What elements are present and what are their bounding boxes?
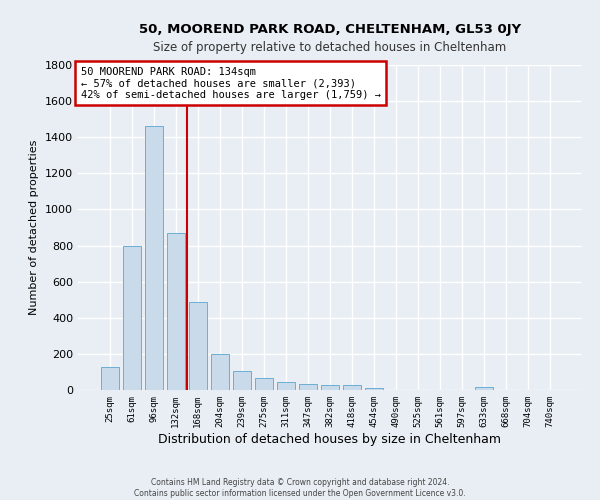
- Bar: [211, 354, 229, 390]
- Bar: [145, 126, 163, 390]
- Bar: [299, 384, 317, 390]
- Bar: [189, 302, 206, 390]
- Bar: [233, 371, 251, 390]
- Y-axis label: Number of detached properties: Number of detached properties: [29, 140, 40, 315]
- Bar: [123, 246, 140, 390]
- Bar: [101, 366, 119, 390]
- Text: 50, MOOREND PARK ROAD, CHELTENHAM, GL53 0JY: 50, MOOREND PARK ROAD, CHELTENHAM, GL53 …: [139, 22, 521, 36]
- Text: Size of property relative to detached houses in Cheltenham: Size of property relative to detached ho…: [154, 41, 506, 54]
- Bar: [277, 382, 295, 390]
- Bar: [475, 388, 493, 390]
- Bar: [343, 386, 361, 390]
- Text: Contains HM Land Registry data © Crown copyright and database right 2024.
Contai: Contains HM Land Registry data © Crown c…: [134, 478, 466, 498]
- X-axis label: Distribution of detached houses by size in Cheltenham: Distribution of detached houses by size …: [158, 432, 502, 446]
- Bar: [167, 233, 185, 390]
- Bar: [365, 388, 383, 390]
- Bar: [321, 384, 339, 390]
- Text: 50 MOOREND PARK ROAD: 134sqm
← 57% of detached houses are smaller (2,393)
42% of: 50 MOOREND PARK ROAD: 134sqm ← 57% of de…: [80, 66, 380, 100]
- Bar: [255, 378, 273, 390]
